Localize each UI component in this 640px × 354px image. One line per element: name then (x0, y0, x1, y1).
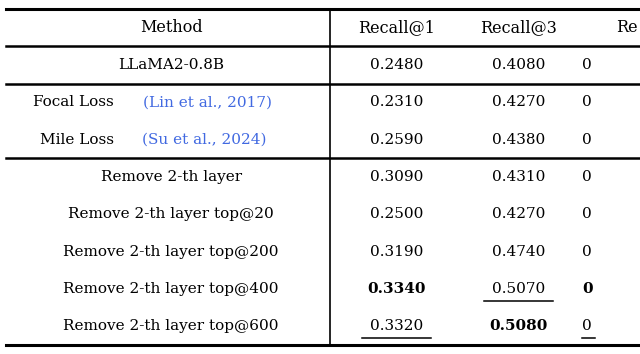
Text: 0.2310: 0.2310 (370, 95, 424, 109)
Text: 0.5080: 0.5080 (489, 319, 548, 333)
Text: 0: 0 (582, 319, 592, 333)
Text: Remove 2-th layer top@400: Remove 2-th layer top@400 (63, 282, 279, 296)
Text: 0.4740: 0.4740 (492, 245, 545, 259)
Text: 0: 0 (582, 282, 593, 296)
Text: 0: 0 (582, 245, 592, 259)
Text: LLaMA2-0.8B: LLaMA2-0.8B (118, 58, 224, 72)
Text: Remove 2-th layer: Remove 2-th layer (100, 170, 242, 184)
Text: 0.4310: 0.4310 (492, 170, 545, 184)
Text: (Su et al., 2024): (Su et al., 2024) (142, 133, 266, 147)
Text: 0.3340: 0.3340 (367, 282, 426, 296)
Text: 0: 0 (582, 95, 592, 109)
Text: (Lin et al., 2017): (Lin et al., 2017) (143, 95, 272, 109)
Text: 0: 0 (582, 58, 592, 72)
Text: Recall@3: Recall@3 (480, 19, 557, 36)
Text: 0.4380: 0.4380 (492, 133, 545, 147)
Text: 0.4270: 0.4270 (492, 207, 545, 221)
Text: Remove 2-th layer top@200: Remove 2-th layer top@200 (63, 245, 279, 259)
Text: 0.4270: 0.4270 (492, 95, 545, 109)
Text: 0: 0 (582, 207, 592, 221)
Text: 0.2500: 0.2500 (370, 207, 424, 221)
Text: 0.3090: 0.3090 (370, 170, 424, 184)
Text: 0.3320: 0.3320 (370, 319, 424, 333)
Text: 0.2480: 0.2480 (370, 58, 424, 72)
Text: 0: 0 (582, 170, 592, 184)
Text: Focal Loss: Focal Loss (33, 95, 118, 109)
Text: 0.4080: 0.4080 (492, 58, 545, 72)
Text: 0.5070: 0.5070 (492, 282, 545, 296)
Text: Remove 2-th layer top@600: Remove 2-th layer top@600 (63, 319, 279, 333)
Text: 0.3190: 0.3190 (370, 245, 424, 259)
Text: Recall@1: Recall@1 (358, 19, 435, 36)
Text: Mile Loss: Mile Loss (40, 133, 119, 147)
Text: Method: Method (140, 19, 202, 36)
Text: Remove 2-th layer top@20: Remove 2-th layer top@20 (68, 207, 274, 221)
Text: Re: Re (616, 19, 637, 36)
Text: 0: 0 (582, 133, 592, 147)
Text: 0.2590: 0.2590 (370, 133, 424, 147)
